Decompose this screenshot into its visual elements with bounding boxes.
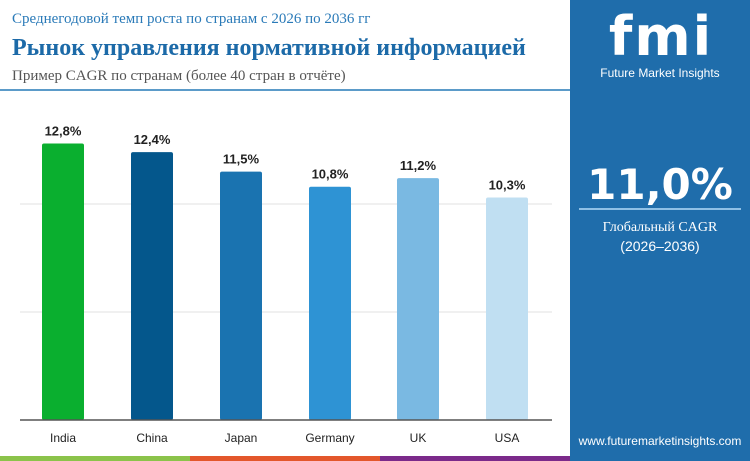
data-label: 10,3% bbox=[489, 178, 526, 193]
page-title: Рынок управления нормативной информацией bbox=[12, 35, 526, 61]
footer-stripe-purple bbox=[380, 456, 570, 461]
bar-india bbox=[42, 143, 84, 420]
sidebar: fmi Future Market Insights 11,0% Глобаль… bbox=[570, 0, 750, 461]
bar-uk bbox=[397, 178, 439, 420]
x-tick-label: USA bbox=[495, 431, 520, 445]
data-label: 12,4% bbox=[134, 132, 171, 147]
bar-japan bbox=[220, 171, 262, 420]
x-tick-label: China bbox=[136, 431, 168, 445]
brand-name: Future Market Insights bbox=[600, 66, 720, 80]
x-tick-label: UK bbox=[410, 431, 427, 445]
x-tick-label: Japan bbox=[225, 431, 258, 445]
fmi-logo: fmi bbox=[608, 5, 714, 68]
x-tick-label: India bbox=[50, 431, 76, 445]
subtitle: Среднегодовой темп роста по странам с 20… bbox=[12, 11, 371, 27]
note: Пример CAGR по странам (более 40 стран в… bbox=[12, 68, 346, 84]
period-label: (2026–2036) bbox=[620, 238, 700, 254]
header-divider bbox=[0, 89, 570, 91]
footer-stripe-green bbox=[0, 456, 190, 461]
bar-germany bbox=[309, 186, 351, 420]
data-label: 12,8% bbox=[45, 124, 82, 139]
data-label: 11,5% bbox=[223, 152, 260, 167]
bar-chart: 12,8% India 12,4% China 11,5% Japan 10,8% Germa… bbox=[20, 124, 552, 445]
global-cagr-value: 11,0% bbox=[587, 160, 733, 209]
website-url: www.futuremarketinsights.com bbox=[578, 434, 742, 448]
bar-china bbox=[131, 152, 173, 420]
divider bbox=[579, 208, 741, 210]
bar-usa bbox=[486, 197, 528, 420]
global-cagr-label: Глобальный CAGR bbox=[602, 220, 718, 235]
data-label: 10,8% bbox=[312, 167, 349, 182]
x-tick-label: Germany bbox=[305, 431, 354, 445]
data-label: 11,2% bbox=[400, 158, 437, 173]
footer-stripe-orange bbox=[190, 456, 380, 461]
